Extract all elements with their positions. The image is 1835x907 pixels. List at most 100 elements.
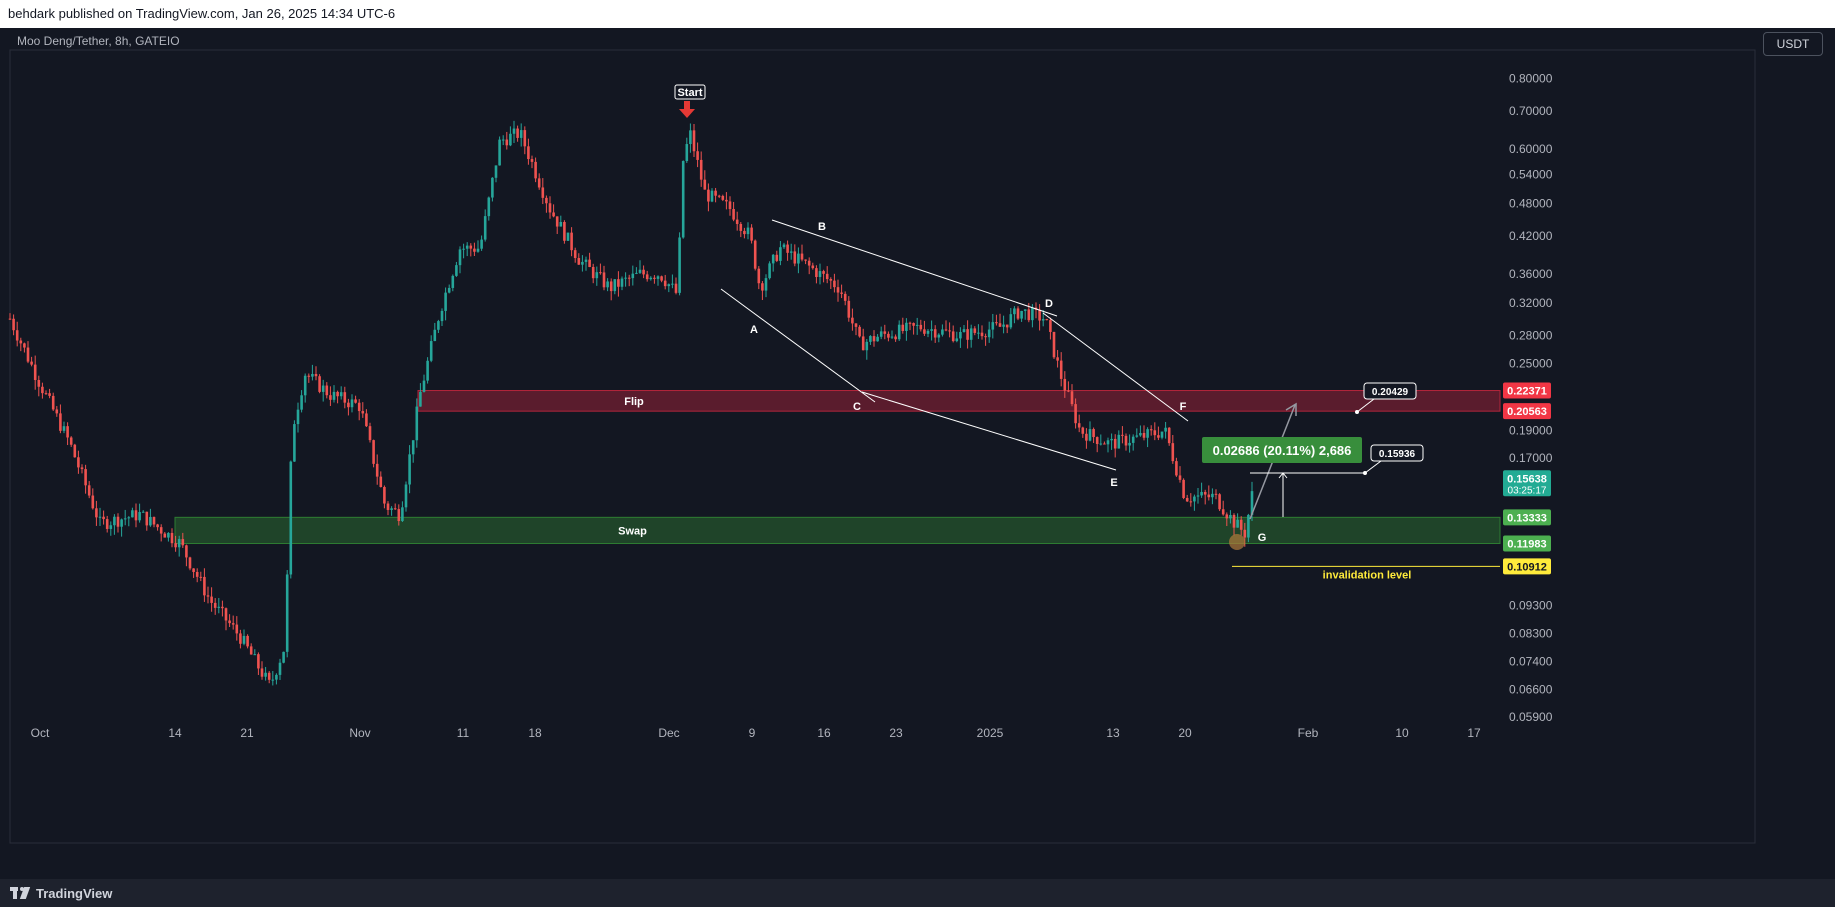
candle-body bbox=[1103, 443, 1106, 445]
candle bbox=[307, 373, 311, 383]
candle bbox=[649, 276, 653, 281]
candle-body bbox=[757, 268, 761, 284]
candle-body bbox=[80, 467, 84, 470]
symbol-title[interactable]: Moo Deng/Tether, 8h, GATEIO bbox=[17, 34, 180, 48]
candle-body bbox=[933, 329, 937, 338]
candle bbox=[433, 322, 437, 342]
candle-body bbox=[617, 279, 620, 287]
candle-body bbox=[1009, 314, 1013, 328]
candle bbox=[829, 277, 833, 289]
candle bbox=[631, 265, 635, 286]
candle-body bbox=[1002, 324, 1005, 327]
candle-body bbox=[152, 516, 156, 525]
candle-body bbox=[1056, 357, 1059, 361]
candle bbox=[872, 330, 876, 347]
candle bbox=[257, 652, 260, 675]
low-marker bbox=[1229, 534, 1245, 550]
time-axis[interactable]: Oct 14 21 Nov 11 18 Dec 9 16 23 2025 13 20 Feb 10 17 bbox=[31, 726, 1481, 740]
candle-body bbox=[570, 232, 573, 251]
candle-body bbox=[710, 190, 714, 202]
candle-body bbox=[163, 533, 167, 538]
measure-arrow-icon bbox=[1278, 472, 1288, 479]
candle bbox=[386, 501, 390, 516]
candle bbox=[397, 504, 401, 526]
candle-body bbox=[606, 281, 609, 288]
candle-body bbox=[951, 331, 955, 342]
time-tick-label: 2025 bbox=[977, 726, 1004, 740]
candle bbox=[923, 320, 926, 337]
price-tick-label: 0.54000 bbox=[1509, 168, 1553, 182]
price-tag: 0.20563 bbox=[1503, 403, 1551, 420]
candle-body bbox=[1221, 509, 1225, 515]
candle bbox=[390, 506, 393, 516]
wave-label-d: D bbox=[1045, 298, 1053, 310]
candle bbox=[894, 334, 897, 342]
candle bbox=[1128, 434, 1131, 453]
candle bbox=[944, 320, 948, 332]
price-axis[interactable]: 0.80000 0.70000 0.60000 0.54000 0.48000 0.420… bbox=[1503, 71, 1553, 724]
candle bbox=[1182, 478, 1185, 500]
candle-body bbox=[602, 272, 606, 288]
candle-body bbox=[480, 239, 483, 249]
invalidation-label: invalidation level bbox=[1323, 569, 1412, 581]
candle-body bbox=[145, 511, 149, 526]
candle-body bbox=[1229, 514, 1232, 519]
candle-body bbox=[332, 391, 336, 400]
candle-body bbox=[663, 280, 667, 287]
candle-body bbox=[919, 324, 923, 330]
candle-body bbox=[105, 519, 109, 529]
candle bbox=[512, 120, 516, 144]
candle-body bbox=[797, 253, 800, 264]
candle bbox=[109, 521, 113, 536]
candle bbox=[717, 194, 721, 199]
candle-body bbox=[242, 635, 246, 644]
candle-body bbox=[267, 672, 271, 680]
candle-body bbox=[1045, 319, 1049, 321]
candle bbox=[674, 277, 678, 295]
brand-bar: TradingView bbox=[0, 879, 1835, 907]
candle-body bbox=[782, 244, 786, 248]
candle-body bbox=[548, 203, 552, 213]
candle bbox=[451, 274, 455, 292]
candle-body bbox=[721, 195, 725, 200]
candle-body bbox=[1088, 429, 1092, 441]
candle bbox=[1225, 512, 1229, 527]
candle-body bbox=[271, 679, 275, 681]
candle-body bbox=[995, 322, 998, 324]
candle-body bbox=[977, 332, 980, 334]
candle-body bbox=[73, 444, 77, 458]
candle-body bbox=[429, 341, 433, 361]
candle bbox=[131, 507, 134, 518]
candle-body bbox=[149, 516, 152, 526]
currency-button[interactable]: USDT bbox=[1763, 32, 1823, 56]
candle bbox=[228, 614, 231, 628]
chart-frame[interactable] bbox=[0, 28, 1835, 879]
candle bbox=[847, 296, 851, 322]
callout-lower-pointer bbox=[1364, 460, 1382, 474]
candle-body bbox=[930, 329, 933, 331]
candle bbox=[1009, 308, 1013, 330]
candle-body bbox=[379, 476, 383, 488]
candle bbox=[87, 481, 91, 499]
candle-body bbox=[980, 332, 984, 337]
candle-body bbox=[1157, 435, 1160, 438]
candle bbox=[901, 317, 905, 334]
candle bbox=[861, 328, 865, 351]
candle-body bbox=[667, 284, 671, 287]
candle-body bbox=[1211, 493, 1214, 498]
candle bbox=[84, 464, 87, 494]
candle bbox=[624, 272, 627, 287]
candle bbox=[455, 261, 458, 277]
candle bbox=[44, 390, 48, 395]
candle-body bbox=[1038, 309, 1041, 321]
candle bbox=[707, 183, 710, 212]
candle bbox=[771, 254, 775, 272]
candle bbox=[555, 216, 559, 234]
candle bbox=[951, 325, 955, 343]
candle bbox=[559, 215, 563, 227]
candle bbox=[969, 324, 973, 348]
time-tick-label: Oct bbox=[31, 726, 50, 740]
candle-body bbox=[1182, 479, 1185, 498]
candle bbox=[1103, 441, 1106, 445]
